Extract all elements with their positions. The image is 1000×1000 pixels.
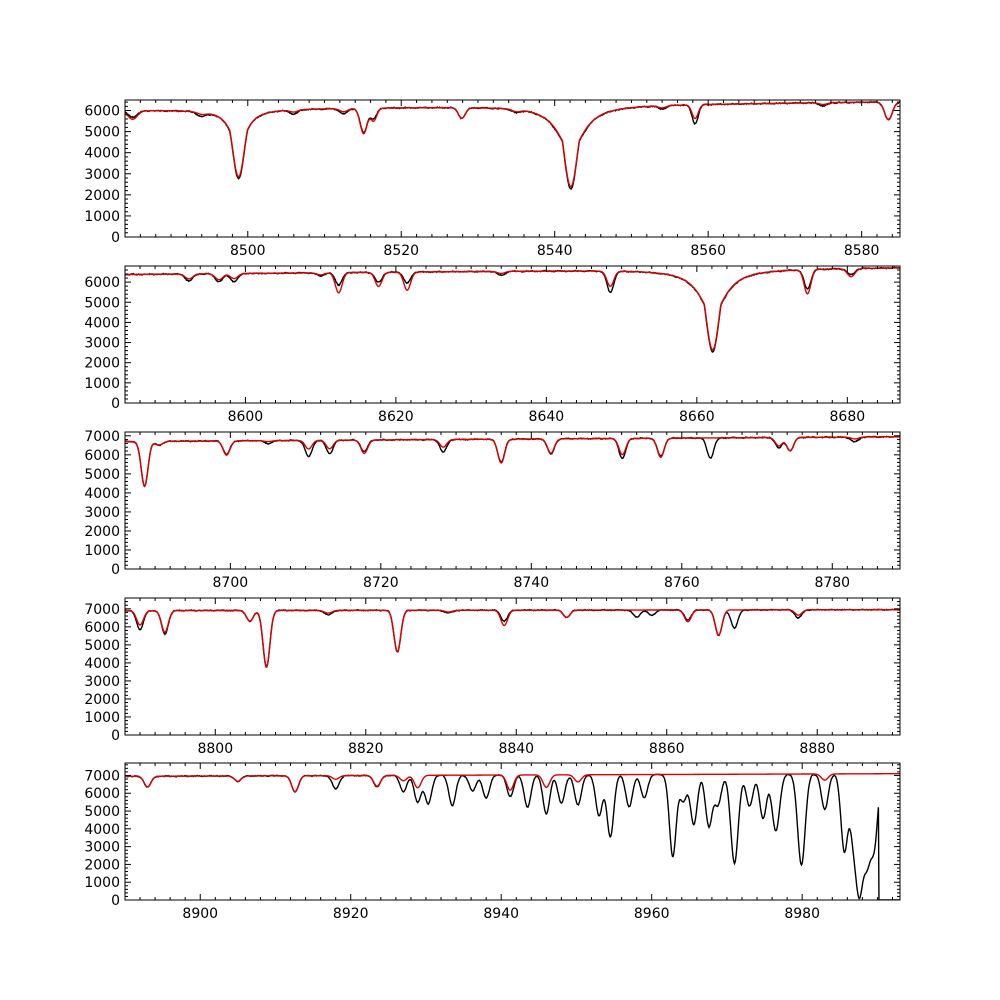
- model-spectrum-line: [125, 772, 900, 793]
- x-tick-label: 8760: [664, 575, 700, 591]
- y-tick-label: 7000: [84, 429, 120, 445]
- x-tick-label: 8580: [844, 243, 880, 259]
- y-tick-label: 4000: [84, 656, 120, 672]
- y-tick-label: 3000: [84, 336, 120, 352]
- y-tick-label: 3000: [84, 840, 120, 856]
- y-tick-label: 5000: [84, 295, 120, 311]
- x-tick-label: 8900: [182, 906, 218, 922]
- axes-frame: [124, 99, 901, 238]
- x-tick-label: 8720: [363, 575, 399, 591]
- y-tick-label: 6000: [84, 620, 120, 636]
- x-tick-label: 8600: [228, 409, 264, 425]
- x-tick-label: 8840: [498, 741, 534, 757]
- spectrum-panel-1: 8500 8520 8540 8560 8580 0 1000 2000 3000 4000 500…: [84, 99, 901, 259]
- y-tick-label: 5000: [84, 804, 120, 820]
- x-tick-label: 8500: [230, 243, 266, 259]
- y-tick-label: 3000: [84, 674, 120, 690]
- y-tick-label: 3000: [84, 167, 120, 183]
- model-spectrum-line: [125, 101, 900, 188]
- x-tick-label: 8740: [513, 575, 549, 591]
- x-tick-label: 8980: [784, 906, 820, 922]
- y-tick-label: 5000: [84, 125, 120, 141]
- axes-frame: [124, 762, 901, 901]
- y-tick-label: 1000: [84, 376, 120, 392]
- y-tick-label: 2000: [84, 188, 120, 204]
- y-tick-label: 1000: [84, 710, 120, 726]
- y-tick-label: 7000: [84, 768, 120, 784]
- x-tick-label: 8640: [529, 409, 565, 425]
- x-tick-label: 8700: [213, 575, 249, 591]
- spectrum-panel-3: 8700 8720 8740 8760 8780 0 1000 2000 3000 4000 500…: [84, 429, 901, 591]
- model-spectrum-line: [125, 267, 900, 351]
- y-tick-label: 0: [111, 562, 120, 578]
- y-tick-label: 0: [111, 728, 120, 744]
- y-tick-label: 3000: [84, 505, 120, 521]
- panels: 8500 8520 8540 8560 858001000200030004000500…: [84, 99, 901, 922]
- x-tick-label: 8860: [649, 741, 685, 757]
- y-tick-label: 1000: [84, 209, 120, 225]
- model-spectrum-line: [125, 609, 900, 668]
- x-tick-label: 8680: [830, 409, 866, 425]
- y-tick-label: 4000: [84, 315, 120, 331]
- x-tick-label: 8620: [378, 409, 414, 425]
- spectrum-panel-4: 8800 8820 8840 8860 8880 0 1000 2000 3000 4000 500…: [84, 597, 901, 757]
- y-tick-label: 0: [111, 396, 120, 412]
- y-tick-label: 4000: [84, 822, 120, 838]
- x-tick-label: 8660: [679, 409, 715, 425]
- y-tick-label: 5000: [84, 467, 120, 483]
- y-tick-label: 4000: [84, 486, 120, 502]
- y-tick-label: 2000: [84, 524, 120, 540]
- x-tick-label: 8820: [348, 741, 384, 757]
- x-tick-label: 8880: [799, 741, 835, 757]
- x-tick-label: 8540: [537, 243, 573, 259]
- spectrum-panel-2: 8600 8620 8640 8660 8680 0 1000 2000 3000 4000 500…: [84, 265, 901, 425]
- model-spectrum-line: [125, 436, 900, 487]
- y-tick-label: 2000: [84, 356, 120, 372]
- x-tick-label: 8780: [814, 575, 850, 591]
- x-tick-label: 8940: [483, 906, 519, 922]
- y-tick-label: 1000: [84, 875, 120, 891]
- y-tick-label: 6000: [84, 448, 120, 464]
- y-tick-label: 4000: [84, 146, 120, 162]
- x-tick-label: 8920: [333, 906, 369, 922]
- y-tick-label: 2000: [84, 857, 120, 873]
- y-tick-label: 0: [111, 230, 120, 246]
- y-tick-label: 6000: [84, 104, 120, 120]
- y-tick-label: 1000: [84, 543, 120, 559]
- y-tick-label: 2000: [84, 692, 120, 708]
- y-tick-label: 7000: [84, 602, 120, 618]
- y-tick-label: 5000: [84, 638, 120, 654]
- x-tick-label: 8560: [690, 243, 726, 259]
- y-tick-label: 0: [111, 893, 120, 909]
- y-tick-label: 6000: [84, 786, 120, 802]
- x-tick-label: 8960: [634, 906, 670, 922]
- x-tick-label: 8520: [383, 243, 419, 259]
- x-tick-label: 8800: [197, 741, 233, 757]
- y-tick-label: 6000: [84, 275, 120, 291]
